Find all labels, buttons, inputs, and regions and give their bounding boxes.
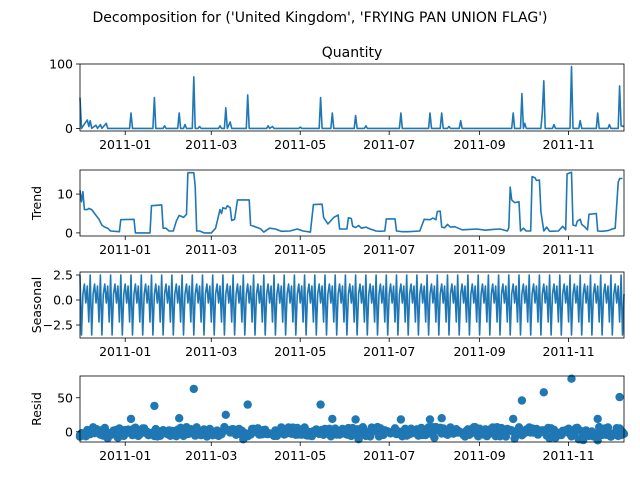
resid-outlier-point (221, 410, 230, 419)
resid-outlier-point (396, 415, 406, 424)
resid-outlier-point (567, 374, 576, 383)
resid-outlier-point (189, 384, 198, 394)
resid-outlier-point (437, 414, 446, 423)
resid-outlier-point (539, 388, 548, 397)
y-tick-label: 0 (65, 121, 73, 136)
x-tick-label: 2011-09 (453, 448, 505, 463)
y-axis-label: Seasonal (29, 277, 44, 334)
quantity-axes-frame (79, 63, 625, 132)
x-tick-label: 2011-05 (274, 344, 326, 359)
panel-trend: 0 10 2011-01 2011-03 2011-05 2011-07 2011-09 20… (29, 169, 625, 257)
x-tick-label: 2011-03 (185, 344, 237, 359)
resid-outlier-point (243, 400, 252, 409)
resid-outlier-point (328, 414, 337, 424)
resid-outlier-point (316, 400, 325, 409)
figure-title: Decomposition for ('United Kingdom', 'FR… (92, 10, 547, 26)
y-tick-label: 100 (49, 57, 73, 72)
resid-outlier-point (615, 392, 624, 402)
x-tick-label: 2011-01 (99, 137, 151, 152)
y-axis-label: Resid (29, 392, 44, 426)
x-tick-label: 2011-05 (274, 448, 326, 463)
panel-quantity: 0 100 2011-01 2011-03 2011-05 2011-07 2011-09 2… (49, 45, 625, 152)
trend-axes-frame (79, 169, 625, 237)
panel-seasonal: 2.5 0.0 −2.5 2011-01 2011-03 2011-05 2011-07 20… (29, 268, 625, 359)
seasonal-axes-frame (79, 271, 625, 339)
x-tick-label: 2011-11 (542, 137, 594, 152)
resid-axes-frame (79, 375, 625, 443)
x-tick-label: 2011-03 (185, 448, 237, 463)
y-tick-label: 10 (57, 187, 73, 202)
x-tick-label: 2011-01 (99, 448, 151, 463)
x-tick-label: 2011-07 (363, 137, 415, 152)
resid-outlier-point (509, 414, 518, 424)
x-tick-label: 2011-05 (274, 242, 326, 257)
y-tick-label: −2.5 (43, 318, 73, 333)
quantity-series-line (79, 65, 625, 130)
y-tick-label: 0 (65, 424, 73, 439)
x-tick-label: 2011-09 (453, 344, 505, 359)
y-tick-label: 2.5 (53, 268, 73, 283)
resid-outlier-point (351, 415, 360, 424)
y-tick-label: 50 (57, 390, 73, 405)
x-tick-label: 2011-01 (99, 344, 151, 359)
resid-outlier-point (425, 415, 435, 424)
x-tick-label: 2011-09 (453, 242, 505, 257)
x-tick-label: 2011-07 (363, 344, 415, 359)
resid-points (75, 374, 629, 445)
x-tick-label: 2011-11 (542, 448, 594, 463)
trend-series-line (79, 171, 623, 234)
x-tick-label: 2011-09 (453, 137, 505, 152)
x-tick-label: 2011-01 (99, 242, 151, 257)
x-tick-label: 2011-11 (542, 344, 594, 359)
x-tick-label: 2011-03 (185, 242, 237, 257)
x-tick-label: 2011-11 (542, 242, 594, 257)
y-axis-label: Trend (29, 186, 44, 221)
resid-point (430, 433, 439, 442)
resid-point (354, 435, 363, 444)
resid-outlier-point (593, 414, 602, 424)
subplot-title: Quantity (322, 45, 383, 61)
resid-outlier-point (175, 414, 184, 423)
seasonal-series-line (79, 274, 625, 336)
panel-resid: 0 50 2011-01 2011-03 2011-05 2011-07 2011-09 20… (29, 374, 629, 463)
resid-outlier-point (126, 414, 136, 424)
resid-outlier-point (150, 401, 159, 411)
x-tick-label: 2011-03 (185, 137, 237, 152)
y-tick-label: 0 (65, 225, 73, 240)
x-tick-label: 2011-05 (274, 137, 326, 152)
x-tick-label: 2011-07 (363, 448, 415, 463)
resid-outlier-point (517, 396, 527, 405)
x-tick-label: 2011-07 (363, 242, 415, 257)
y-tick-label: 0.0 (53, 293, 73, 308)
